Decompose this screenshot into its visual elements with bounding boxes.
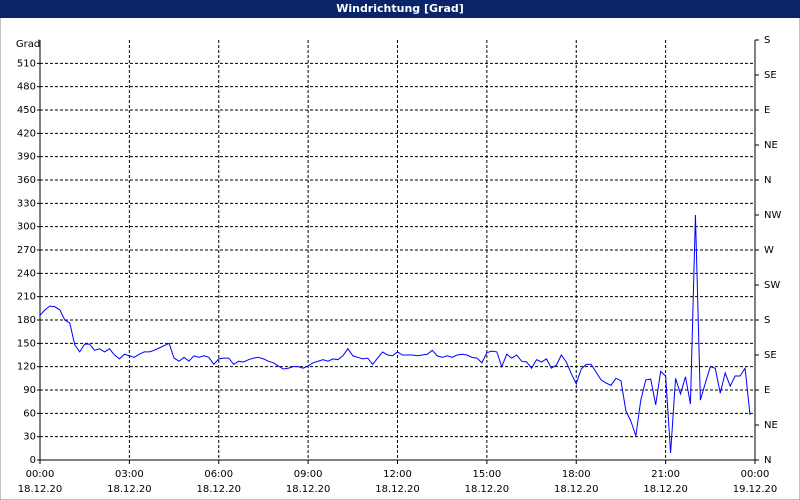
y2-tick-label: SW xyxy=(764,280,780,291)
y-tick-label: 210 xyxy=(17,292,36,303)
y-tick-label: 390 xyxy=(17,152,36,163)
y-tick-label: 360 xyxy=(17,175,36,186)
y-tick-label: 150 xyxy=(17,338,36,349)
x-tick-label: 00:00 xyxy=(26,469,55,480)
data-line xyxy=(39,214,751,454)
y-tick-label: 60 xyxy=(23,408,36,419)
y-tick-label: 0 xyxy=(30,455,36,466)
x-tick-label: 00:00 xyxy=(741,469,770,480)
y2-tick-label: SE xyxy=(764,350,777,361)
y-tick-label: 300 xyxy=(17,222,36,233)
y-tick-label: 510 xyxy=(17,58,36,69)
y-tick-label: 180 xyxy=(17,315,36,326)
y2-tick-label: E xyxy=(764,105,770,116)
x-tick-date: 18.12.20 xyxy=(554,484,599,495)
y-axis-label: Grad xyxy=(16,39,40,50)
x-tick-label: 03:00 xyxy=(115,469,144,480)
y-tick-label: 270 xyxy=(17,245,36,256)
y2-tick-label: W xyxy=(764,245,774,256)
x-tick-date: 18.12.20 xyxy=(196,484,241,495)
x-tick-label: 21:00 xyxy=(651,469,680,480)
x-tick-date: 18.12.20 xyxy=(465,484,510,495)
y-tick-label: 450 xyxy=(17,105,36,116)
x-tick-date: 19.12.20 xyxy=(733,484,778,495)
x-tick-date: 18.12.20 xyxy=(18,484,63,495)
y-tick-label: 330 xyxy=(17,198,36,209)
y-tick-label: 30 xyxy=(23,432,36,443)
x-tick-label: 09:00 xyxy=(294,469,323,480)
y2-tick-label: NE xyxy=(764,420,778,431)
y-tick-label: 240 xyxy=(17,268,36,279)
y-tick-label: 90 xyxy=(23,385,36,396)
y-tick-label: 480 xyxy=(17,82,36,93)
chart-title: Windrichtung [Grad] xyxy=(336,2,464,15)
y2-tick-label: NE xyxy=(764,140,778,151)
x-tick-date: 18.12.20 xyxy=(107,484,152,495)
y-tick-label: 120 xyxy=(17,362,36,373)
y2-tick-label: N xyxy=(764,175,771,186)
y2-tick-label: S xyxy=(764,35,770,46)
x-tick-label: 18:00 xyxy=(562,469,591,480)
x-tick-label: 15:00 xyxy=(472,469,501,480)
y2-tick-label: SE xyxy=(764,70,777,81)
x-tick-date: 18.12.20 xyxy=(375,484,420,495)
x-tick-label: 12:00 xyxy=(383,469,412,480)
y-tick-label: 420 xyxy=(17,128,36,139)
x-tick-date: 18.12.20 xyxy=(286,484,331,495)
x-tick-date: 18.12.20 xyxy=(643,484,688,495)
y2-tick-label: N xyxy=(764,455,771,466)
y2-tick-label: E xyxy=(764,385,770,396)
title-bar xyxy=(0,0,800,18)
y2-tick-label: S xyxy=(764,315,770,326)
y2-tick-label: NW xyxy=(764,210,781,221)
x-tick-label: 06:00 xyxy=(204,469,233,480)
